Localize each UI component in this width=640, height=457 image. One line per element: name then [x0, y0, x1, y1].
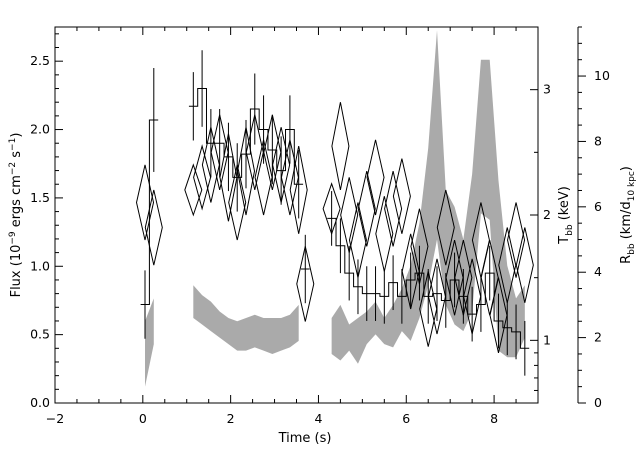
x-tick-label: 6 [402, 411, 410, 426]
temperature-diamond [296, 246, 315, 322]
radius-tick-label: 2 [594, 330, 602, 345]
radius-tick-label: 6 [594, 199, 602, 214]
x-tick-label: −2 [46, 411, 64, 426]
temperature-diamond [366, 139, 385, 216]
temperature-diamond [489, 277, 508, 353]
radius-tick-label: 4 [594, 264, 602, 279]
temperature-diamond [419, 271, 438, 347]
flux-step-layer [140, 50, 530, 376]
temperature-diamond [210, 114, 229, 191]
temperature-diamond [193, 144, 212, 211]
temperature-diamond [228, 164, 247, 241]
temperature-diamond [201, 127, 220, 203]
plot-frame [54, 26, 539, 404]
y-tick-label: 1.5 [30, 190, 50, 205]
temperature-axis-label: Tbb (keV) [557, 186, 575, 245]
radius-tick-label: 10 [594, 68, 610, 83]
temperature-diamond [136, 164, 155, 241]
temperature-diamond [515, 227, 534, 303]
temperature-diamond [219, 133, 238, 222]
radius-band [145, 298, 154, 387]
x-tick-label: 0 [139, 411, 147, 426]
temperature-diamond [357, 171, 376, 247]
x-axis-label: Time (s) [278, 431, 332, 446]
temperature-diamond [254, 139, 273, 216]
x-tick-label: 2 [227, 411, 235, 426]
temperature-diamond [427, 258, 447, 335]
x-tick-label: 4 [314, 411, 322, 426]
y-axis-label: Flux (10−9 ergs cm−2 s−1) [8, 133, 24, 298]
temperature-diamond [144, 189, 163, 266]
temperature-diamond [384, 171, 403, 247]
temperature-diamond [289, 145, 308, 234]
y-tick-label: 1.0 [30, 258, 50, 273]
y-tick-label: 2.5 [30, 53, 50, 68]
radius-tick-label: 8 [594, 133, 602, 148]
y-tick-label: 0.0 [30, 395, 50, 410]
temperature-diamond [392, 158, 411, 234]
radius-band-layer [145, 30, 525, 387]
temperature-diamond-layer [136, 102, 534, 353]
x-tick-label: 8 [490, 411, 498, 426]
temperature-diamond [236, 127, 256, 216]
temperature-diamond [436, 189, 455, 266]
temperature-diamond [280, 139, 299, 216]
temperature-tick-label: 1 [543, 332, 551, 347]
temperature-diamond [507, 202, 526, 278]
radius-tick-label: 0 [594, 395, 602, 410]
temperature-diamond [245, 114, 264, 191]
flux-step-line [140, 88, 530, 349]
temperature-tick-label: 3 [543, 82, 551, 97]
temperature-tick-label: 2 [543, 207, 551, 222]
y-tick-label: 2.0 [30, 122, 50, 137]
axis-layer: −2 0 2 4 6 8 0.0 0.5 1.0 1.5 2.0 2.5 1 2 3 0 2 4 6 8 10 [30, 26, 610, 426]
temperature-diamond [445, 239, 464, 316]
y-tick-label: 0.5 [30, 327, 50, 342]
radius-axis-label: Rbb (km/d10 kpc) [619, 166, 637, 264]
radius-band [193, 285, 299, 354]
temperature-diamond [184, 163, 203, 217]
temperature-diamond [331, 102, 350, 191]
radius-band [331, 30, 525, 364]
temperature-diamond [401, 233, 420, 310]
